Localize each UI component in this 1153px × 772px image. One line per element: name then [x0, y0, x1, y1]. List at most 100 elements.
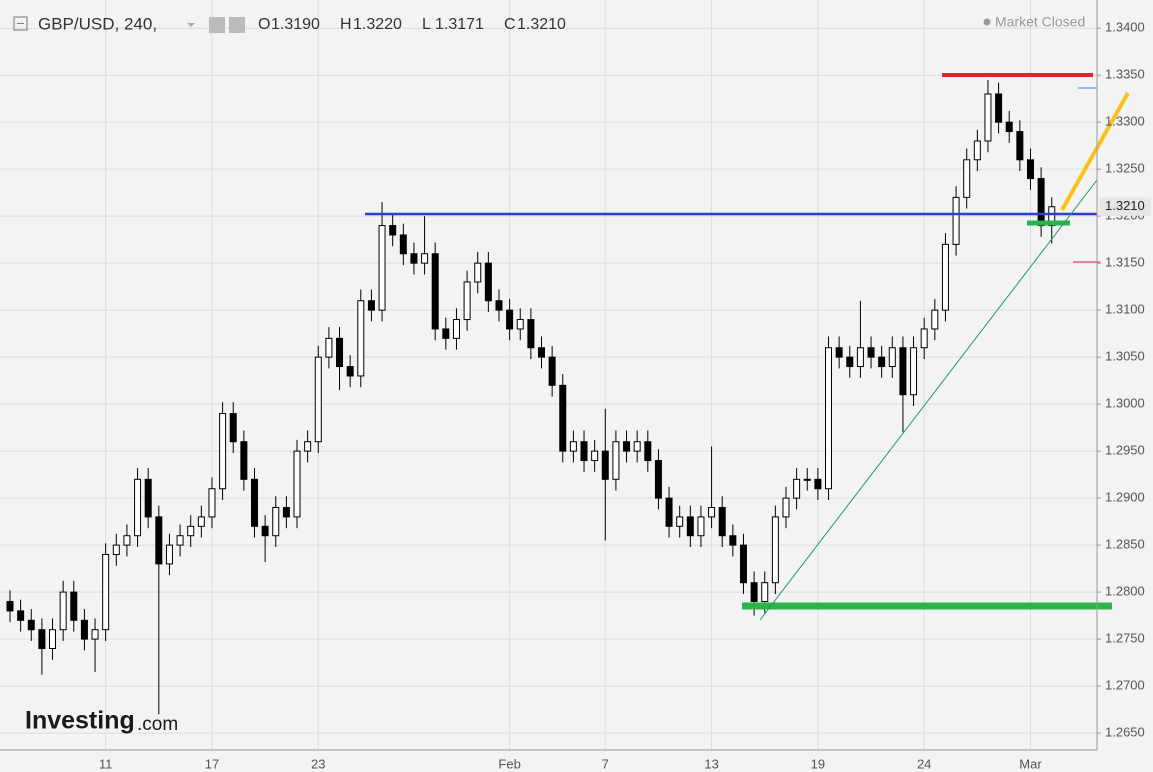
- x-tick-label: 19: [811, 756, 825, 771]
- trend-line: [759, 179, 1098, 621]
- candle-body: [686, 516, 694, 537]
- candle-body: [782, 497, 790, 518]
- x-tick-label: Feb: [498, 756, 520, 771]
- candles: [6, 79, 1056, 715]
- dropdown-icon[interactable]: [187, 23, 195, 27]
- symbol-title: GBP/USD, 240,: [38, 14, 157, 33]
- x-tick-label: 24: [917, 756, 931, 771]
- candle-body: [888, 347, 896, 368]
- last-price-label: 1.3210: [1105, 198, 1145, 213]
- last-price-box: [1099, 197, 1151, 216]
- candle-body: [995, 93, 1003, 123]
- market-status: Market Closed: [995, 14, 1085, 30]
- candle-body: [739, 544, 747, 584]
- candle-body: [878, 356, 886, 368]
- candle-body: [250, 478, 258, 527]
- x-tick-label: 23: [311, 756, 325, 771]
- candle-body: [803, 478, 811, 481]
- candle-body: [952, 196, 960, 245]
- candle-body: [336, 337, 344, 368]
- candle-body: [134, 478, 142, 537]
- candle-body: [899, 347, 907, 396]
- axis-labels: 1.2650 1.2700 1.2750 1.2800 1.2850 1.2900 1.29…: [99, 20, 1151, 771]
- candle-body: [378, 225, 386, 311]
- candle-body: [325, 337, 333, 358]
- quote-key: L: [422, 16, 431, 33]
- candle-body: [506, 309, 514, 330]
- candle-body: [452, 319, 460, 339]
- candle-body: [49, 629, 57, 649]
- candle-body: [729, 535, 737, 546]
- candle-body: [580, 441, 588, 462]
- y-tick-label: 1.3050: [1105, 349, 1145, 364]
- candle-body: [123, 535, 131, 546]
- y-tick-label: 1.3000: [1105, 396, 1145, 411]
- y-tick-label: 1.2700: [1105, 678, 1145, 693]
- y-tick-label: 1.3150: [1105, 255, 1145, 270]
- candle-body: [623, 441, 631, 452]
- candle-body: [176, 535, 184, 546]
- candle-body: [750, 582, 758, 603]
- candle-body: [484, 262, 492, 302]
- candle-body: [367, 300, 375, 311]
- candle-body: [601, 450, 609, 480]
- candle-body: [208, 488, 216, 518]
- candle-body: [1016, 131, 1024, 161]
- candle-body: [112, 544, 120, 556]
- candle-body: [856, 347, 864, 368]
- candle-body: [676, 516, 684, 527]
- y-tick-label: 1.2950: [1105, 443, 1145, 458]
- candle-body: [665, 497, 673, 527]
- candle-body: [973, 140, 981, 161]
- candle-body: [144, 478, 152, 518]
- candle-body: [399, 234, 407, 255]
- candle-body: [389, 225, 397, 236]
- candle-body: [272, 507, 280, 537]
- candle-body: [516, 319, 524, 330]
- candle-body: [219, 413, 227, 490]
- brand-logo-suffix: .com: [137, 714, 178, 735]
- candle-body: [442, 328, 450, 339]
- collapse-icon[interactable]: [13, 16, 28, 31]
- candle-body: [346, 366, 354, 377]
- quote-value: 1.3210: [517, 16, 566, 33]
- candle-body: [421, 253, 429, 264]
- candle-body: [1026, 159, 1034, 180]
- quote-value: 1.3190: [271, 16, 320, 33]
- candle-body: [240, 441, 248, 480]
- candle-body: [304, 441, 312, 452]
- candle-body: [569, 441, 577, 452]
- candle-body: [963, 159, 971, 198]
- grid: [0, 0, 1097, 750]
- candle-body: [984, 93, 992, 142]
- candle-body: [17, 610, 25, 621]
- candle-body: [261, 525, 269, 537]
- candle-body: [654, 460, 662, 499]
- candle-body: [431, 253, 439, 330]
- quote: O 1.3190 H 1.3220 L 1.3171 C 1.3210: [258, 16, 566, 33]
- candle-body: [229, 413, 237, 443]
- candle-body: [825, 347, 833, 490]
- candle-body: [612, 441, 620, 480]
- y-tick-label: 1.2750: [1105, 631, 1145, 646]
- candle-body: [910, 347, 918, 396]
- y-tick-label: 1.3400: [1105, 20, 1145, 35]
- candle-body: [70, 591, 78, 621]
- candle-body: [357, 300, 365, 377]
- candle-body: [793, 478, 801, 499]
- candle-body: [527, 319, 535, 349]
- candle-body: [27, 619, 35, 631]
- candle-body: [697, 516, 705, 537]
- settings-icon[interactable]: [229, 17, 245, 33]
- candle-body: [314, 356, 322, 443]
- candle-body: [867, 347, 875, 358]
- candle-body: [814, 478, 822, 490]
- y-tick-label: 1.3100: [1105, 302, 1145, 317]
- y-tick-label: 1.2850: [1105, 537, 1145, 552]
- candle-body: [835, 347, 843, 358]
- candle-body: [91, 629, 99, 640]
- quote-value: 1.3220: [353, 16, 402, 33]
- settings-icon[interactable]: [209, 17, 225, 33]
